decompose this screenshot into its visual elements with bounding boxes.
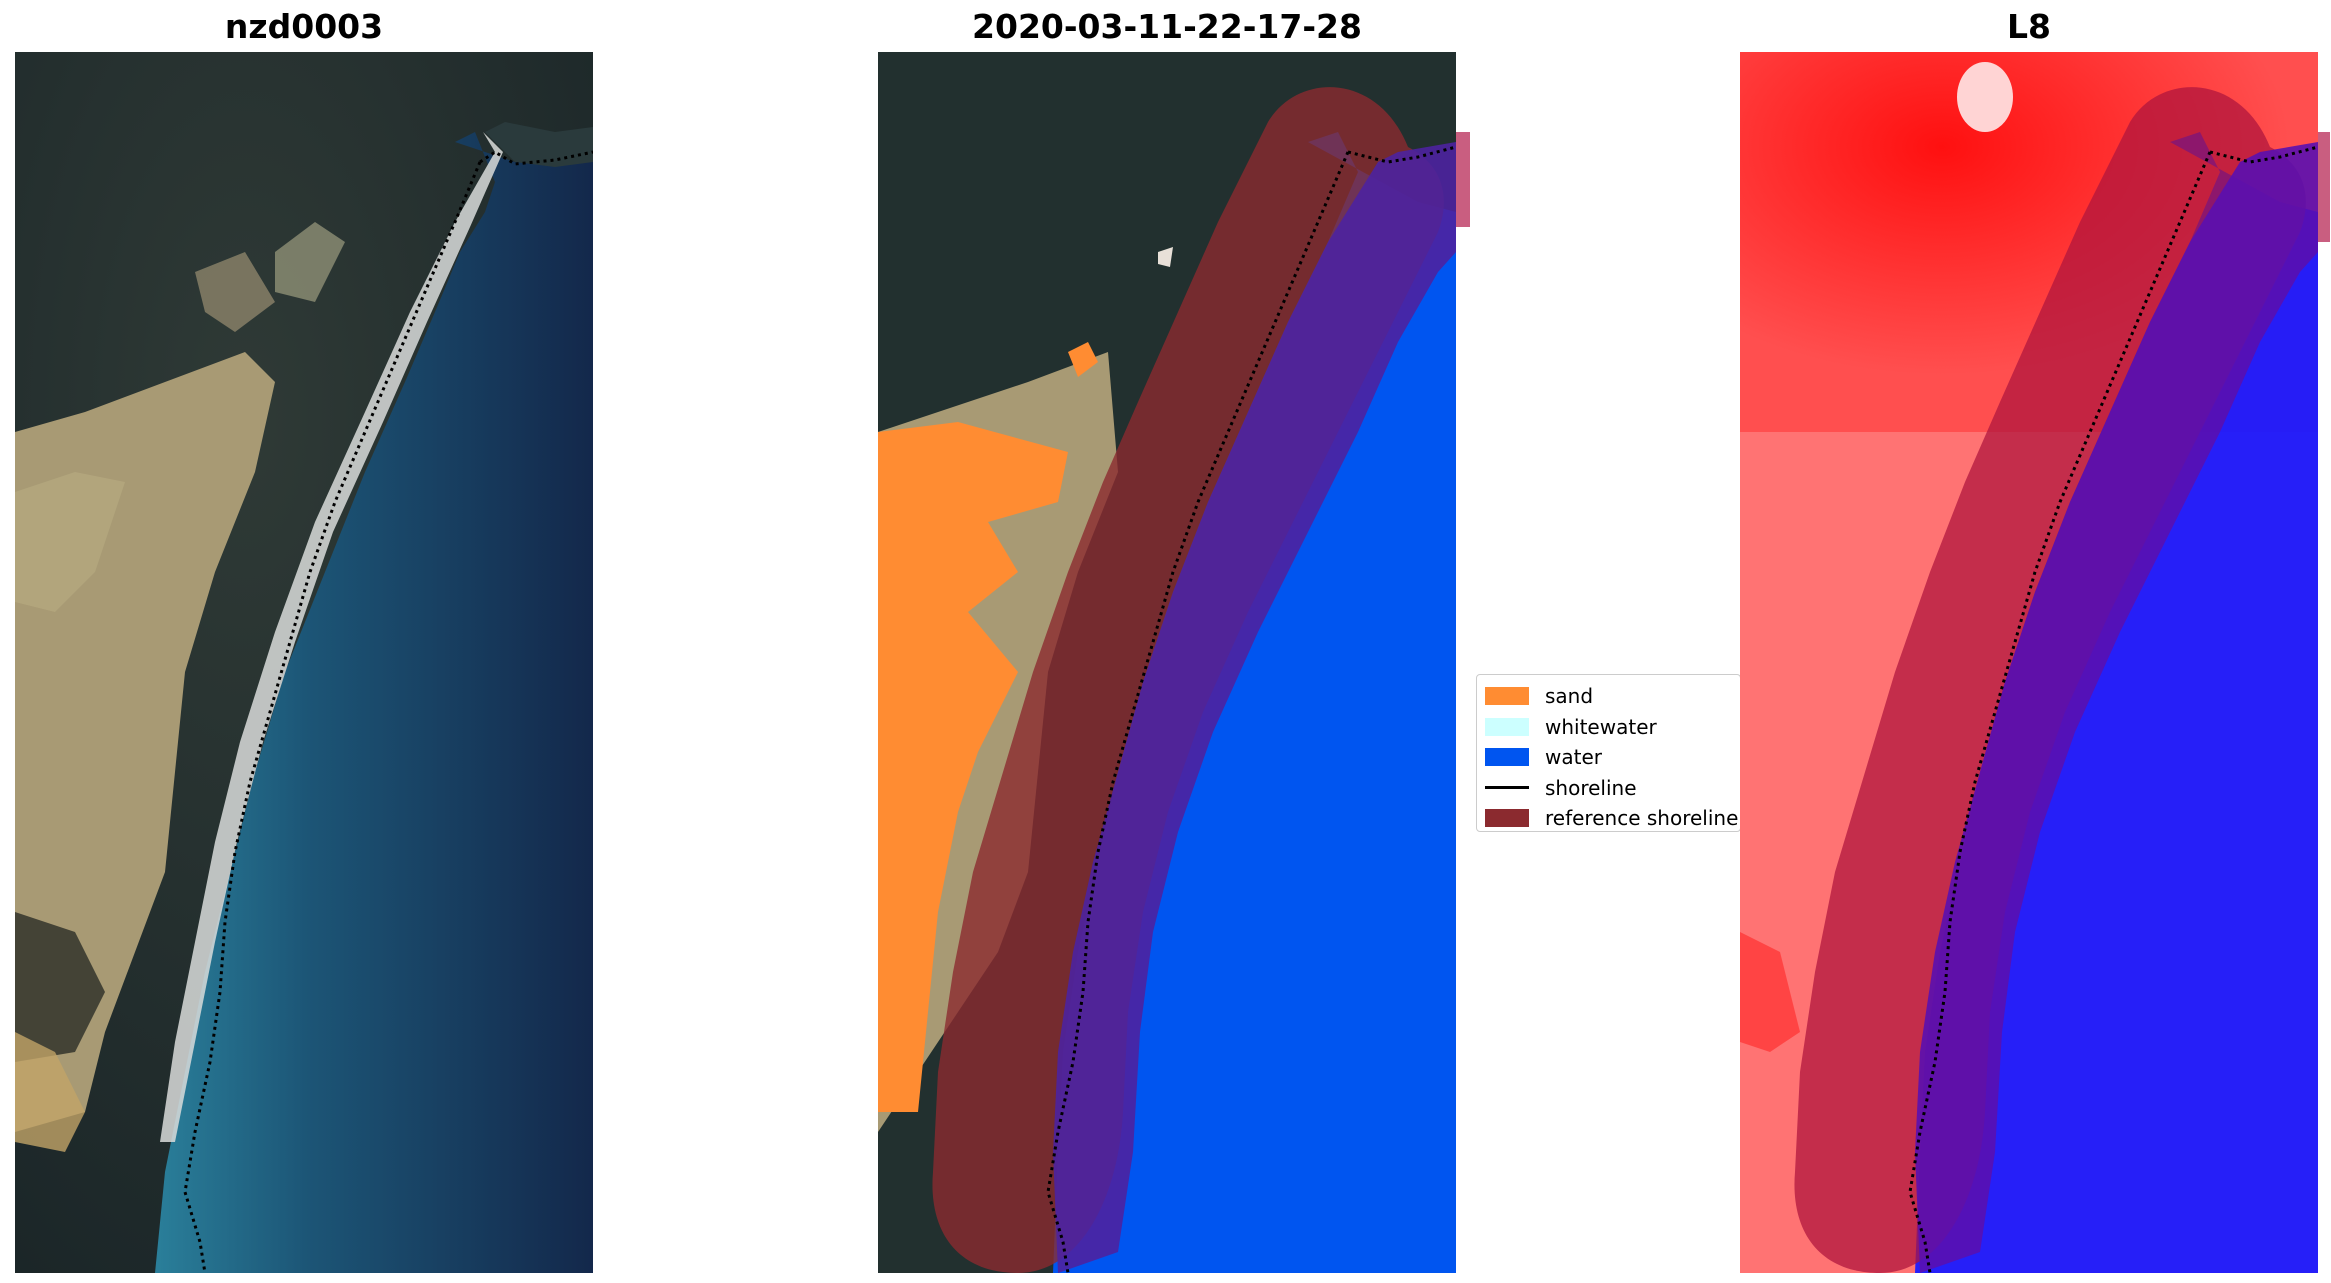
classification-image <box>878 52 1470 1273</box>
sea-area <box>155 132 593 1273</box>
shoreline-index <box>1908 151 2212 1273</box>
map-legend: sand whitewater water shoreline referenc… <box>1476 674 1741 832</box>
legend-label-water: water <box>1545 745 1602 770</box>
rgb-image-canvas <box>15 52 593 1273</box>
sand-swatch <box>1485 687 1529 706</box>
rgb-panel-title: nzd0003 <box>224 7 384 46</box>
water-reference-overlap <box>1053 142 1456 1273</box>
index-image <box>1740 52 2330 1273</box>
legend-item-water: water <box>1485 742 1732 773</box>
whitewater-swatch <box>1485 717 1529 736</box>
index-panel-title: L8 <box>2007 7 2051 46</box>
sand-class-area <box>878 422 1068 1112</box>
legend-label-sand: sand <box>1545 684 1594 709</box>
legend-label-shoreline: shoreline <box>1545 775 1637 800</box>
classification-panel-title: 2020-03-11-22-17-28 <box>972 7 1362 46</box>
shoreline-line-swatch <box>1485 786 1529 790</box>
legend-label-whitewater: whitewater <box>1545 714 1657 739</box>
legend-item-shoreline: shoreline <box>1485 773 1732 804</box>
classification-canvas <box>878 52 1470 1273</box>
index-canvas <box>1740 52 2330 1273</box>
reference-shoreline-swatch <box>1485 809 1529 828</box>
shoreline-rgb <box>183 161 482 1273</box>
water-reference-overlap-index <box>1915 142 2318 1273</box>
legend-item-whitewater: whitewater <box>1485 712 1732 743</box>
water-swatch <box>1485 748 1529 767</box>
legend-label-reference-shoreline: reference shoreline <box>1545 806 1739 831</box>
beach-sand-strip <box>160 132 503 1142</box>
rgb-satellite-image <box>15 52 593 1273</box>
shoreline-classification <box>1046 151 1350 1273</box>
legend-item-reference-shoreline: reference shoreline <box>1485 803 1738 834</box>
bright-spot <box>1957 62 2013 132</box>
legend-item-sand: sand <box>1485 681 1732 712</box>
